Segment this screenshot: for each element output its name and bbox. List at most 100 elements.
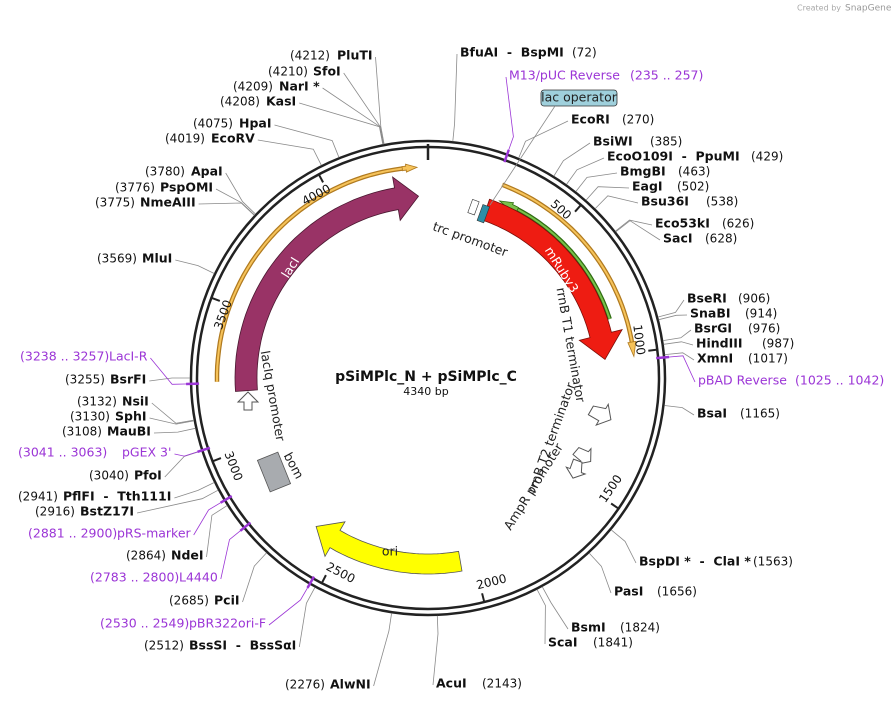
leader-line bbox=[175, 259, 215, 274]
primer-name: pGEX 3' bbox=[122, 445, 171, 460]
map-name: pSiMPlc_N + pSiMPlc_C bbox=[335, 369, 517, 385]
site-name: AcuI bbox=[436, 676, 467, 691]
leader-line bbox=[193, 500, 225, 536]
leader-line bbox=[662, 329, 692, 341]
site-name: NarI * bbox=[279, 79, 320, 94]
leader-line bbox=[505, 76, 514, 154]
tick-mark bbox=[648, 348, 659, 352]
site-position: (3776) bbox=[115, 181, 155, 195]
tick-mark bbox=[210, 296, 221, 302]
site-name: PluTI bbox=[337, 48, 373, 63]
orf-band-head bbox=[401, 163, 419, 173]
leader-line bbox=[274, 124, 340, 158]
site-name: SacI bbox=[663, 231, 693, 246]
leader-line bbox=[150, 357, 191, 385]
leader-line bbox=[149, 377, 190, 382]
site-name: BstZ17I bbox=[80, 504, 134, 519]
primer-range: (2783 .. 2800) bbox=[90, 570, 179, 585]
leader-line bbox=[220, 527, 244, 580]
site-position: (914) bbox=[745, 307, 777, 321]
site-name: BsrGI bbox=[694, 321, 732, 336]
leader-line bbox=[594, 195, 639, 209]
features bbox=[214, 163, 637, 575]
leader-line bbox=[322, 87, 384, 145]
tick-label: 4000 bbox=[299, 181, 333, 208]
site-name: EcoRI bbox=[571, 112, 610, 127]
laci-arrow bbox=[234, 176, 420, 392]
brand: SnapGene bbox=[845, 4, 892, 14]
leader-line bbox=[489, 105, 556, 206]
leader-line bbox=[566, 157, 605, 185]
site-position: (1563) bbox=[753, 555, 793, 569]
leader-line bbox=[664, 405, 695, 416]
site-position: (385) bbox=[650, 135, 682, 149]
lac-operator-box bbox=[540, 89, 618, 107]
leader-line bbox=[242, 552, 267, 603]
terminator-arrow bbox=[587, 402, 612, 427]
leader-line bbox=[225, 172, 256, 215]
site-name: EcoRV bbox=[211, 131, 255, 146]
promoter-arrow bbox=[565, 458, 587, 479]
site-position: (4212) bbox=[290, 49, 330, 63]
site-position: (2916) bbox=[35, 505, 75, 519]
site-position: (3132) bbox=[77, 395, 117, 409]
site-name: PflFI - Tth111I bbox=[63, 489, 171, 504]
site-name: KasI bbox=[266, 94, 296, 109]
site-position: (1017) bbox=[748, 352, 788, 366]
leader-line bbox=[588, 552, 612, 594]
site-position: (72) bbox=[572, 46, 597, 60]
leader-line bbox=[658, 314, 688, 321]
site-name: SphI bbox=[115, 409, 147, 424]
site-name: MluI bbox=[142, 251, 172, 266]
primer-range: (2881 .. 2900) bbox=[28, 526, 117, 541]
site-position: (1824) bbox=[620, 621, 660, 635]
leader-line bbox=[268, 584, 310, 626]
site-position: (2512) bbox=[144, 639, 184, 653]
tick-label: 2500 bbox=[324, 560, 358, 586]
tick-mark bbox=[610, 502, 620, 510]
leader-line bbox=[151, 402, 194, 424]
site-name: ApaI bbox=[191, 164, 223, 179]
leader-line bbox=[373, 613, 392, 687]
site-name: PfoI bbox=[134, 468, 162, 483]
orf-band-head bbox=[627, 340, 637, 358]
primer-range: (235 .. 257) bbox=[630, 68, 703, 83]
site-position: (3775) bbox=[95, 196, 135, 210]
orf-band bbox=[508, 203, 611, 320]
site-position: (1841) bbox=[593, 636, 633, 650]
site-position: (3130) bbox=[70, 410, 110, 424]
leader-line bbox=[665, 355, 696, 383]
site-name: BssSI - BssSαI bbox=[189, 638, 296, 653]
backbone-outer bbox=[189, 139, 667, 617]
primer-range: (1025 .. 1042) bbox=[795, 373, 884, 388]
site-name: BmgBI bbox=[620, 164, 666, 179]
site-position: (4210) bbox=[268, 65, 308, 79]
tick-mark bbox=[574, 203, 583, 213]
site-position: (2685) bbox=[169, 594, 209, 608]
trc-promoter-mark bbox=[467, 199, 480, 216]
site-position: (4075) bbox=[193, 117, 233, 131]
tick-mark bbox=[481, 593, 486, 604]
leader-line bbox=[298, 587, 316, 648]
terminator-arrow bbox=[572, 446, 592, 465]
primer-name: pBAD Reverse bbox=[698, 373, 787, 388]
site-name: Bsu36I bbox=[641, 194, 689, 209]
tick-label: 2000 bbox=[475, 571, 508, 592]
site-name: XmnI bbox=[697, 351, 733, 366]
site-name: HpaI bbox=[239, 116, 272, 131]
site-name: BspDI * - ClaI * bbox=[639, 554, 751, 569]
ori-arrow bbox=[315, 521, 463, 575]
site-name: MauBI bbox=[107, 424, 151, 439]
lacIq-promoter-arrow bbox=[236, 391, 260, 411]
leader-line bbox=[174, 450, 202, 457]
primer-name: L4440 bbox=[179, 570, 218, 585]
feature-label: lacIq promoter bbox=[258, 349, 289, 443]
bom-box bbox=[256, 451, 292, 493]
leader-line bbox=[198, 202, 255, 216]
site-name: BseRI bbox=[687, 291, 727, 306]
leader-line bbox=[518, 120, 569, 159]
site-name: EcoO109I - PpuMI bbox=[607, 149, 740, 164]
feature-label: AmpR promoter bbox=[500, 440, 566, 533]
tick-label: 3000 bbox=[221, 449, 245, 483]
credit: Created by bbox=[797, 4, 841, 13]
